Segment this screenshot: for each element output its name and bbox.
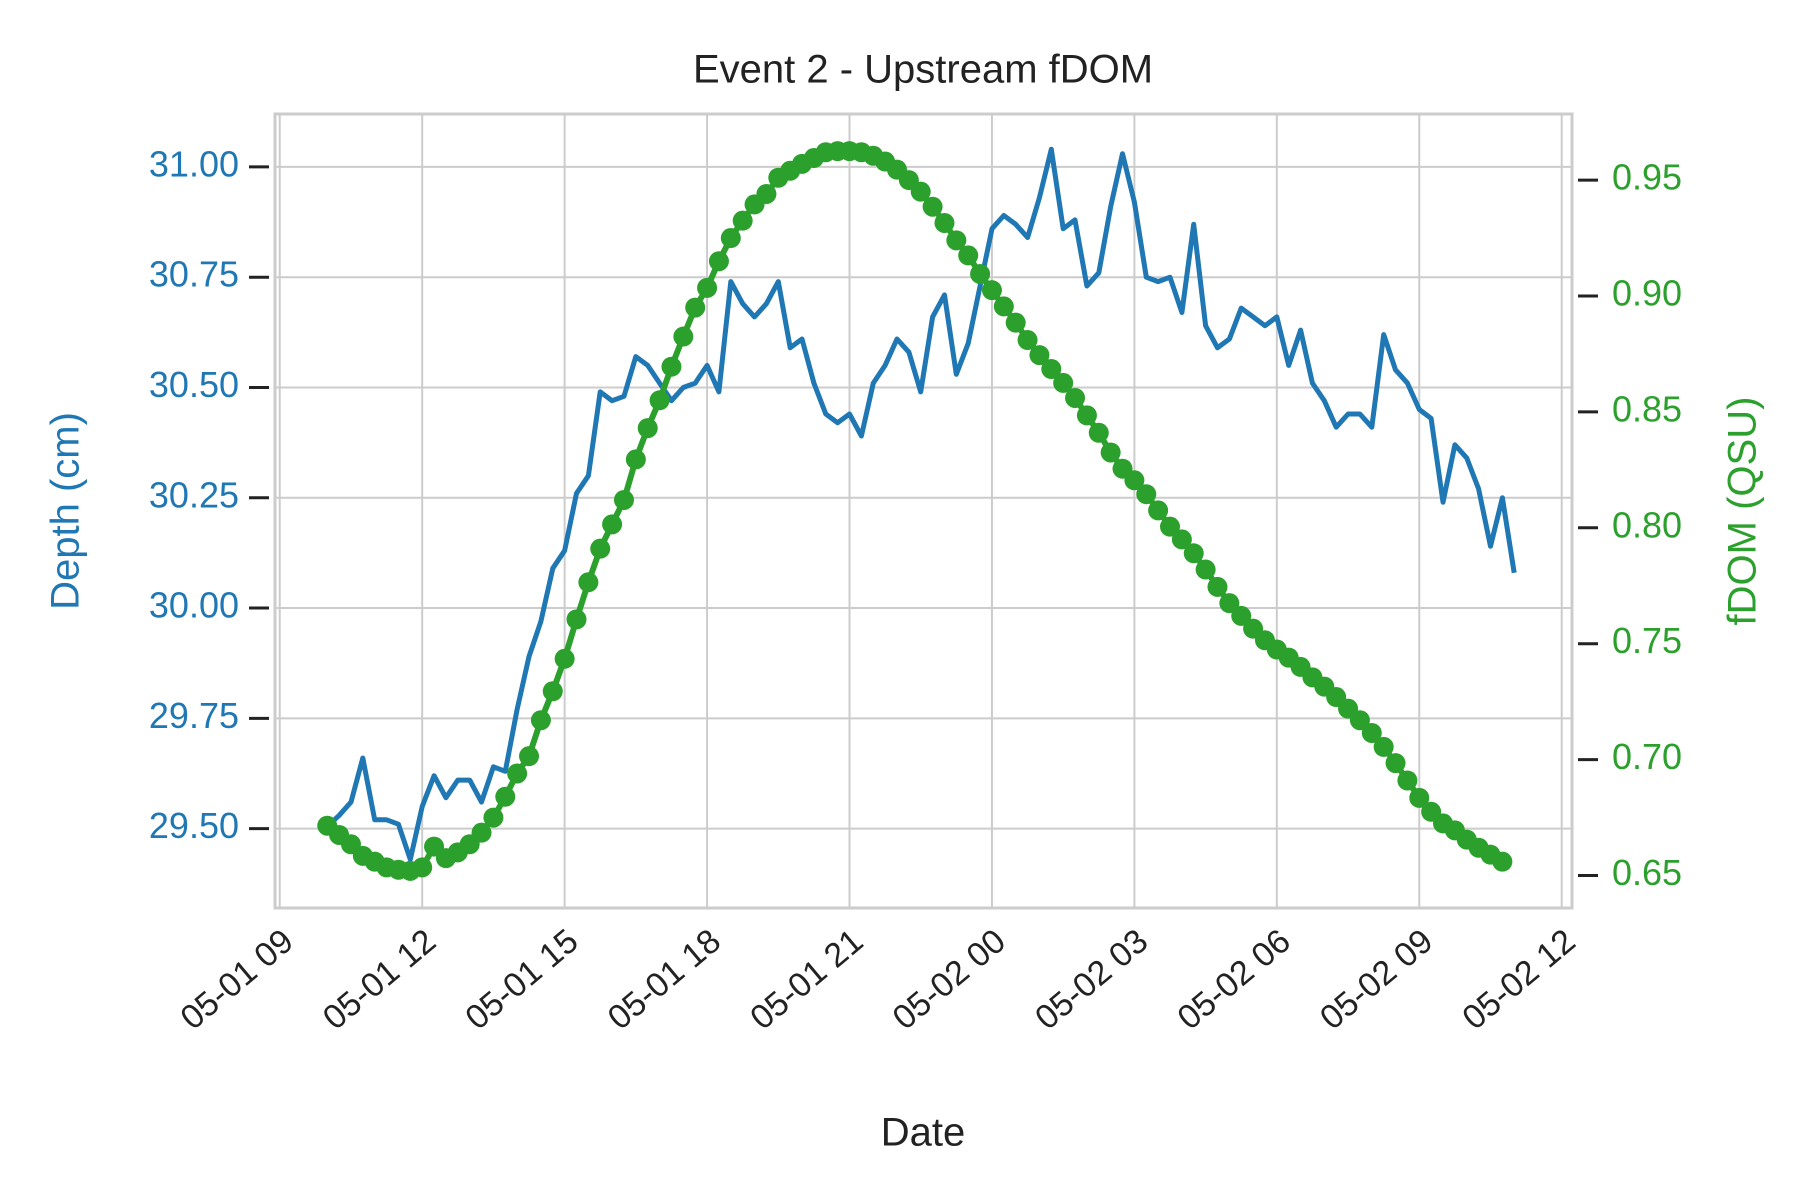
marker xyxy=(1148,500,1169,521)
marker xyxy=(1397,770,1418,791)
x-axis-label: Date xyxy=(881,1111,966,1155)
marker xyxy=(1231,605,1252,626)
marker xyxy=(1361,722,1382,743)
y-tick-label: 30.75 xyxy=(149,254,239,295)
marker xyxy=(708,251,729,272)
marker xyxy=(946,230,967,251)
marker xyxy=(495,786,516,807)
marker xyxy=(519,746,540,767)
marker xyxy=(1183,543,1204,564)
marker xyxy=(1136,484,1157,505)
marker xyxy=(1409,787,1430,808)
marker xyxy=(1088,422,1109,443)
marker xyxy=(922,196,943,217)
y-axis-label: Depth (cm) xyxy=(44,412,88,610)
marker xyxy=(720,228,741,249)
marker xyxy=(1207,576,1228,597)
marker xyxy=(1160,516,1181,537)
marker xyxy=(625,449,646,470)
marker xyxy=(542,681,563,702)
marker xyxy=(1124,470,1145,491)
marker xyxy=(1053,372,1074,393)
marker xyxy=(412,857,433,878)
marker xyxy=(1065,387,1086,408)
y2-tick-label: 0.85 xyxy=(1612,388,1682,429)
marker xyxy=(554,648,575,669)
series-line xyxy=(325,146,1517,862)
y2-tick-label: 0.75 xyxy=(1612,620,1682,661)
marker xyxy=(1195,559,1216,580)
marker xyxy=(602,514,623,535)
marker xyxy=(1041,359,1062,380)
marker xyxy=(649,390,670,411)
marker xyxy=(471,822,492,843)
y-tick-label: 30.00 xyxy=(149,585,239,626)
marker xyxy=(507,763,528,784)
marker xyxy=(1349,710,1370,731)
plot-frame xyxy=(273,112,1574,910)
y2-tick-label: 0.70 xyxy=(1612,736,1682,777)
marker xyxy=(732,210,753,231)
y-tick-label: 30.25 xyxy=(149,474,239,515)
marker xyxy=(697,277,718,298)
marker xyxy=(566,609,587,630)
marker xyxy=(981,280,1002,301)
marker xyxy=(756,183,777,204)
marker xyxy=(1373,736,1394,757)
y2-tick-label: 0.65 xyxy=(1612,852,1682,893)
marker xyxy=(613,489,634,510)
y-tick-label: 31.00 xyxy=(149,143,239,184)
y-tick-label: 29.75 xyxy=(149,695,239,736)
marker xyxy=(1219,593,1240,614)
y2-tick-label: 0.95 xyxy=(1612,157,1682,198)
marker xyxy=(1100,442,1121,463)
marker xyxy=(958,245,979,266)
marker xyxy=(1017,330,1038,351)
marker xyxy=(530,710,551,731)
marker xyxy=(910,181,931,202)
marker xyxy=(661,356,682,377)
marker xyxy=(590,538,611,559)
marker xyxy=(637,418,658,439)
marker xyxy=(1171,529,1192,550)
marker xyxy=(1005,312,1026,333)
marker xyxy=(993,296,1014,317)
marker xyxy=(1492,851,1513,872)
marker xyxy=(970,263,991,284)
marker xyxy=(934,212,955,233)
marker xyxy=(1029,345,1050,366)
y-tick-label: 30.50 xyxy=(149,364,239,405)
marker xyxy=(673,326,694,347)
marker xyxy=(1385,753,1406,774)
marker xyxy=(1076,405,1097,426)
y2-tick-label: 0.90 xyxy=(1612,272,1682,313)
marker xyxy=(685,297,706,318)
y2-tick-label: 0.80 xyxy=(1612,504,1682,545)
y2-axis-label: fDOM (QSU) xyxy=(1721,397,1765,626)
y-tick-label: 29.50 xyxy=(149,805,239,846)
marker xyxy=(483,807,504,828)
chart-title: Event 2 - Upstream fDOM xyxy=(693,48,1153,92)
marker xyxy=(578,572,599,593)
